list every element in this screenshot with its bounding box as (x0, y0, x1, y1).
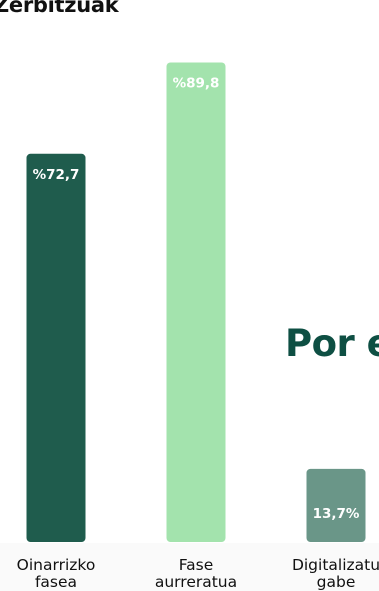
bar (26, 153, 86, 543)
category-label: gabe (317, 573, 356, 591)
bar-value-label: 13,7% (313, 506, 360, 522)
category-label: aurreratua (155, 573, 237, 591)
bar-value-label: %89,8 (173, 75, 220, 91)
side-heading: Por e (285, 322, 379, 365)
category-label: Fase (179, 556, 214, 574)
bar (306, 468, 366, 542)
baseline-band (0, 543, 379, 591)
bar (166, 62, 226, 543)
section-title: Zerbitzuak (0, 0, 119, 17)
category-label: fasea (35, 573, 77, 591)
category-label: Digitalizatu (292, 556, 379, 574)
category-label: Oinarrizko (17, 556, 96, 574)
bar-value-label: %72,7 (33, 167, 80, 183)
